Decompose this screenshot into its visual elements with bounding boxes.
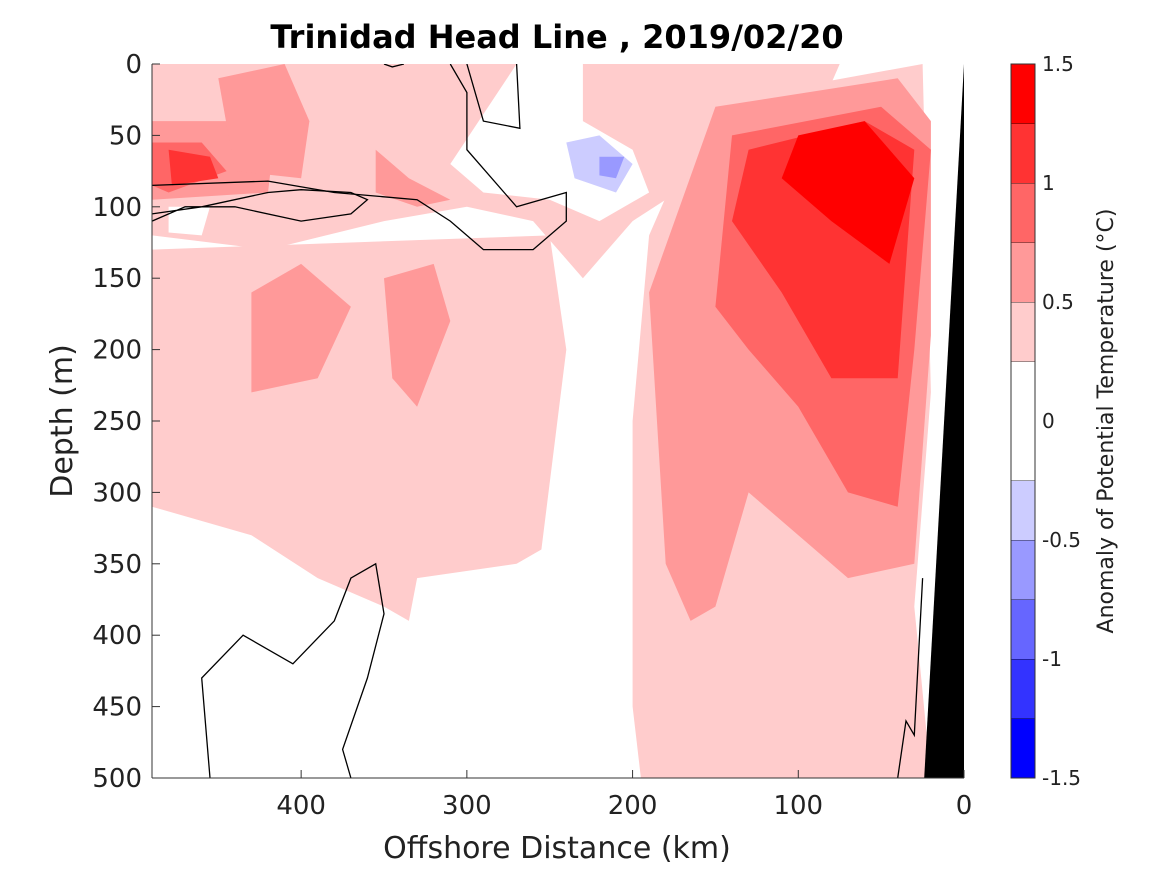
zero-contour-2 [466, 64, 521, 130]
colorbar-tick-label: -0.5 [1042, 528, 1081, 552]
anomaly-region-13 [781, 121, 915, 264]
y-tick-label: 500 [92, 764, 142, 794]
y-tick-label: 400 [92, 621, 142, 651]
y-tick-label: 0 [125, 50, 142, 80]
zero-contour-4 [201, 562, 385, 778]
colorbar-tick-label: 0.5 [1042, 290, 1074, 314]
zero-contour-0 [152, 64, 567, 251]
anomaly-region-17 [599, 156, 625, 179]
colorbar: 1.5 1 0.5 0 -0.5 -1 -1.5 [1010, 52, 1081, 790]
y-tick-label: 450 [92, 693, 142, 723]
colorbar-tick-label: 1.5 [1042, 52, 1074, 76]
y-axis-label: Depth (m) [45, 344, 80, 498]
colorbar-swatch [1011, 599, 1035, 659]
anomaly-region-7 [384, 263, 451, 407]
colorbar-tick-label: -1 [1042, 647, 1062, 671]
x-tick-label: 200 [608, 791, 658, 821]
colorbar-swatch [1011, 183, 1035, 243]
colorbar-swatch [1011, 659, 1035, 719]
seafloor-bathymetry [924, 64, 964, 778]
anomaly-region-5 [375, 149, 451, 207]
colorbar-swatch [1011, 242, 1035, 302]
y-axis: 0 50 100 150 200 250 300 350 400 450 500 [92, 50, 160, 794]
x-axis-label: Offshore Distance (km) [383, 831, 731, 866]
colorbar-tick-label: -1.5 [1042, 766, 1081, 790]
x-axis: 400 300 200 100 0 [276, 770, 972, 821]
colorbar-swatch [1011, 64, 1035, 124]
anomaly-region-4 [218, 64, 310, 179]
x-tick-label: 0 [956, 791, 973, 821]
colorbar-swatch [1011, 361, 1035, 481]
x-tick-label: 400 [276, 791, 326, 821]
zero-contour-5 [897, 578, 924, 778]
x-tick-label: 100 [773, 791, 823, 821]
colorbar-swatch [1011, 480, 1035, 540]
y-tick-label: 300 [92, 478, 142, 508]
colorbar-swatch [1011, 540, 1035, 600]
x-tick-label: 300 [442, 791, 492, 821]
colorbar-swatch [1011, 123, 1035, 183]
zero-contour-1 [383, 64, 405, 68]
y-tick-label: 50 [109, 121, 142, 151]
anomaly-region-15 [168, 206, 210, 236]
plot-area [151, 64, 964, 779]
y-tick-label: 100 [92, 193, 142, 223]
zero-contour-3 [152, 189, 369, 222]
y-tick-label: 200 [92, 336, 142, 366]
colorbar-tick-label: 1 [1042, 171, 1055, 195]
y-tick-label: 350 [92, 550, 142, 580]
chart-title: Trinidad Head Line , 2019/02/20 [270, 18, 843, 56]
colorbar-frame [1010, 63, 1036, 779]
colorbar-swatch [1011, 718, 1035, 778]
colorbar-swatch [1011, 302, 1035, 362]
colorbar-tick-label: 0 [1042, 409, 1055, 433]
colorbar-label: Anomaly of Potential Temperature (°C) [1094, 209, 1119, 634]
anomaly-region-6 [251, 263, 351, 393]
y-tick-label: 250 [92, 407, 142, 437]
y-tick-label: 150 [92, 264, 142, 294]
anomaly-region-12 [168, 149, 219, 186]
